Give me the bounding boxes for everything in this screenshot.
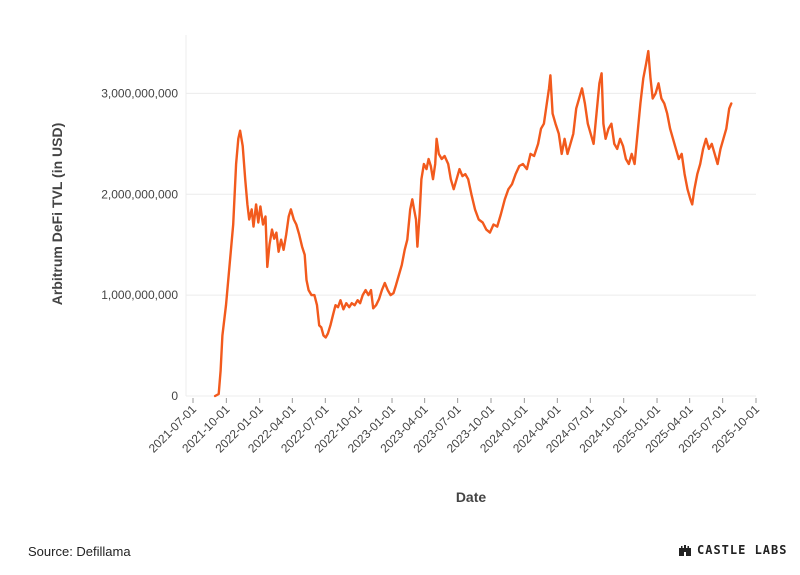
y-tick-label: 3,000,000,000	[101, 86, 178, 100]
source-note: Source: Defillama	[28, 544, 131, 559]
x-tick-labels: 2021-07-012021-10-012022-01-012022-04-01…	[146, 398, 762, 456]
brand-name: CASTLE LABS	[697, 543, 788, 557]
y-tick-label: 1,000,000,000	[101, 288, 178, 302]
y-tick-label: 0	[171, 389, 178, 403]
series-layer	[213, 49, 733, 398]
y-tick-label: 2,000,000,000	[101, 187, 178, 201]
x-axis-title: Date	[456, 489, 487, 505]
brand-logo: CASTLE LABS	[678, 543, 787, 557]
y-axis-title: Arbitrum DeFi TVL (in USD)	[49, 123, 65, 306]
grid-lines	[186, 92, 756, 397]
y-tick-labels: 0 1,000,000,000 2,000,000,000 3,000,000,000	[101, 86, 178, 403]
castle-icon	[679, 545, 691, 556]
series-line	[213, 49, 733, 398]
